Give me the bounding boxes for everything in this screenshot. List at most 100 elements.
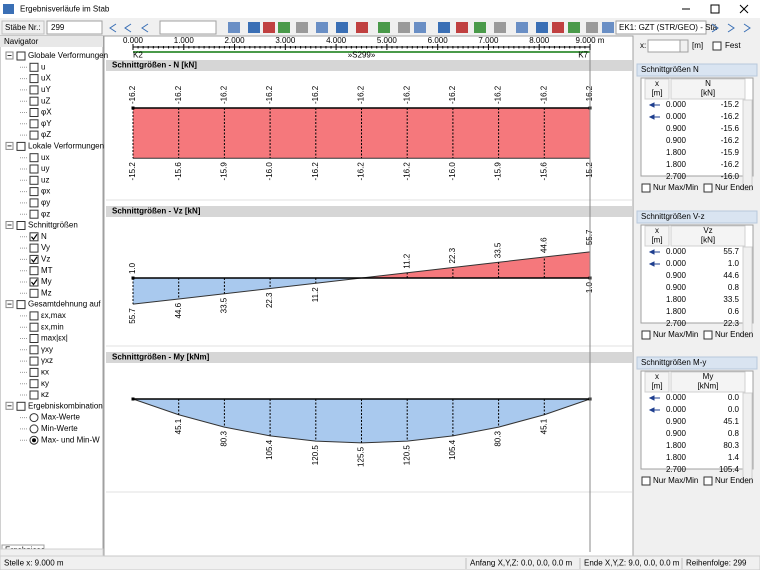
item-checkbox[interactable] [29, 119, 39, 129]
item-checkbox[interactable] [29, 322, 39, 332]
item-checkbox[interactable] [29, 345, 39, 355]
item-checkbox[interactable] [29, 288, 39, 298]
item-checkbox[interactable] [29, 96, 39, 106]
toolbar-icon[interactable] [414, 22, 426, 33]
toolbar-icon[interactable] [296, 22, 308, 33]
group-checkbox[interactable] [16, 141, 26, 151]
radio[interactable] [29, 413, 39, 423]
combo-box[interactable] [159, 20, 217, 35]
value-label: -16.2 [494, 85, 503, 104]
radio[interactable] [29, 424, 39, 434]
option-checkbox[interactable] [703, 330, 713, 340]
navigator-scrollbar[interactable] [0, 548, 104, 557]
item-checkbox[interactable] [29, 209, 39, 219]
table-header: [kNm] [698, 382, 719, 391]
maximize-button[interactable] [710, 4, 720, 14]
toolbar-icon[interactable] [356, 22, 368, 33]
diagram-area [133, 278, 179, 305]
item-checkbox[interactable] [29, 74, 39, 84]
toolbar-icon[interactable] [494, 22, 506, 33]
item-checkbox[interactable] [29, 108, 39, 117]
item-checkbox[interactable] [29, 175, 39, 185]
toolbar-icon[interactable] [474, 22, 486, 33]
toolbar-icon[interactable] [586, 22, 598, 33]
tree-group: Globale Verformungen [28, 51, 108, 60]
diagram-area [452, 399, 499, 436]
option-checkbox[interactable] [703, 183, 713, 193]
item-checkbox[interactable] [29, 356, 39, 366]
item-checkbox[interactable] [29, 390, 39, 400]
load-case-combo[interactable] [615, 20, 707, 35]
item-checkbox[interactable] [29, 153, 39, 163]
value-label: -16.2 [539, 85, 548, 104]
nav-arrow[interactable] [124, 23, 132, 33]
nav-arrow[interactable] [109, 23, 117, 33]
toolbar-icon[interactable] [278, 22, 290, 33]
ruler-label: 4.000 [326, 36, 347, 45]
toolbar-icon[interactable] [456, 22, 468, 33]
item-checkbox[interactable] [29, 85, 39, 95]
group-checkbox[interactable] [16, 401, 26, 411]
item-checkbox[interactable] [29, 232, 39, 242]
table-scrollbar[interactable] [742, 392, 753, 484]
item-checkbox[interactable] [29, 379, 39, 389]
member-label: »S299» [348, 51, 376, 60]
item-checkbox[interactable] [29, 243, 39, 253]
tree-item: N [41, 232, 47, 241]
fixed-checkbox[interactable] [712, 41, 722, 51]
toolbar-icon[interactable] [602, 22, 614, 33]
tree-item: uy [41, 164, 49, 173]
close-button[interactable] [739, 4, 749, 14]
item-checkbox[interactable] [29, 266, 39, 276]
diagram-area [178, 278, 225, 299]
option-checkbox[interactable] [703, 476, 713, 486]
diagram-title-bar [106, 352, 632, 363]
toolbar-icon[interactable] [263, 22, 275, 33]
toolbar-icon[interactable] [398, 22, 410, 33]
item-checkbox[interactable] [29, 164, 39, 174]
table-title-bar [636, 63, 758, 77]
item-checkbox[interactable] [29, 334, 39, 343]
item-checkbox[interactable] [29, 62, 39, 72]
table-scrollbar[interactable] [742, 99, 753, 191]
toolbar-icon[interactable] [516, 22, 528, 33]
item-checkbox[interactable] [29, 311, 39, 321]
item-checkbox[interactable] [29, 277, 39, 287]
item-checkbox[interactable] [29, 130, 39, 140]
item-checkbox[interactable] [29, 198, 39, 208]
group-checkbox[interactable] [16, 51, 26, 61]
option-checkbox[interactable] [641, 183, 651, 193]
item-checkbox[interactable] [29, 187, 39, 197]
option-checkbox[interactable] [641, 330, 651, 340]
item-checkbox[interactable] [29, 254, 39, 264]
table-scrollbar[interactable] [742, 246, 753, 338]
toolbar-icon[interactable] [228, 22, 240, 33]
x-spinner[interactable] [679, 39, 689, 53]
diagram-title: Schnittgrößen - N [kN] [112, 61, 197, 70]
row-marker [648, 407, 660, 413]
nav-arrow[interactable] [743, 23, 751, 33]
diagram-area [407, 267, 453, 278]
toolbar-icon[interactable] [316, 22, 328, 33]
toolbar-icon[interactable] [438, 22, 450, 33]
toolbar-icon[interactable] [536, 22, 548, 33]
nav-arrow[interactable] [727, 23, 735, 33]
tree-item: Mz [41, 288, 52, 297]
table-cell: -16.2 [721, 136, 740, 145]
table-cell: 1.4 [728, 453, 740, 462]
toolbar-icon[interactable] [552, 22, 564, 33]
toolbar-icon[interactable] [336, 22, 348, 33]
table-cell: 1.800 [666, 160, 687, 169]
toolbar-icon[interactable] [378, 22, 390, 33]
item-checkbox[interactable] [29, 367, 39, 377]
table-cell: 0.000 [666, 393, 687, 402]
nav-arrow[interactable] [711, 23, 719, 33]
value-label: -15.6 [174, 162, 183, 181]
nav-arrow[interactable] [141, 23, 149, 33]
group-checkbox[interactable] [16, 221, 26, 230]
option-checkbox[interactable] [641, 476, 651, 486]
member-input[interactable] [46, 20, 103, 35]
group-checkbox[interactable] [16, 300, 26, 310]
toolbar-icon[interactable] [248, 22, 260, 33]
toolbar-icon[interactable] [568, 22, 580, 33]
